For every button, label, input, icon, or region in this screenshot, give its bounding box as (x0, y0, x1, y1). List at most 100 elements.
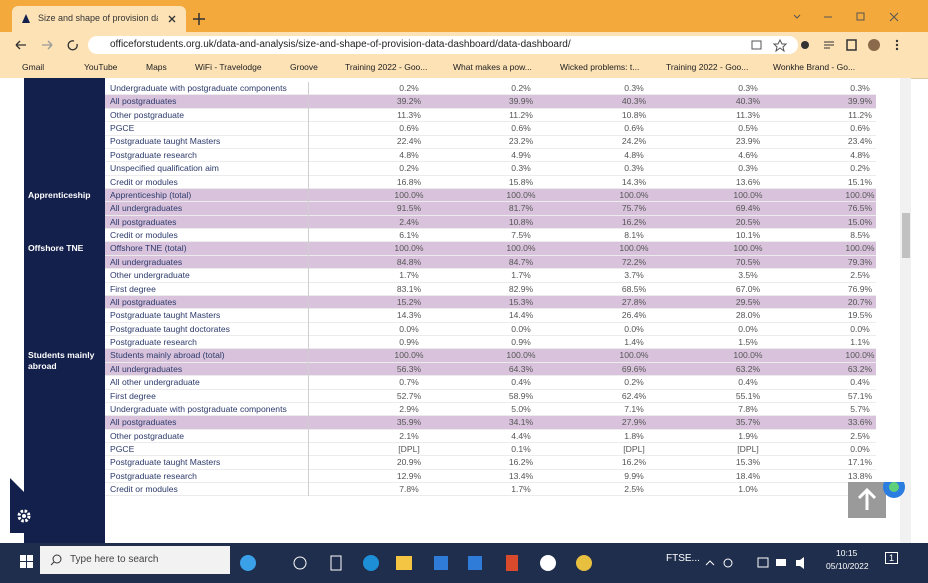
value-cell: 0.0% (738, 323, 758, 334)
bookmark[interactable]: Wonkhe Brand - Go... (773, 62, 856, 72)
value-cell: 63.2% (735, 363, 761, 374)
settings-corner[interactable] (0, 473, 70, 543)
column-divider (308, 295, 309, 310)
value-cell: [DPL] (623, 443, 645, 454)
row-label: All undergraduates (110, 363, 183, 374)
table-row: PGCE [DPL] 0.1% [DPL] [DPL] 0.0% (105, 442, 876, 457)
bookmark[interactable]: Gmail (22, 62, 45, 72)
value-cell: 17.1% (847, 457, 873, 468)
bookmark[interactable]: Groove (290, 62, 318, 72)
value-cell: 2.5% (850, 430, 870, 441)
value-cell: 35.9% (396, 417, 422, 428)
value-cell: 3.5% (738, 270, 758, 281)
value-cell: 100.0% (394, 350, 424, 361)
taskbar-search[interactable]: Type here to search (40, 546, 230, 574)
value-cell: 20.9% (396, 457, 422, 468)
value-cell: 91.5% (396, 203, 422, 214)
start-button[interactable] (20, 555, 34, 569)
value-cell: 4.8% (399, 149, 419, 160)
bookmark[interactable]: WiFi - Travelodge (195, 62, 262, 72)
table-row: Other postgraduate 2.1% 4.4% 1.8% 1.9% 2.5% (105, 429, 876, 443)
value-cell: 0.4% (738, 377, 758, 388)
value-cell: 0.0% (850, 443, 870, 454)
value-cell: 23.2% (508, 136, 534, 147)
table-row: Postgraduate taught Masters 22.4% 23.2% 24.… (105, 135, 876, 149)
bookmark[interactable]: Maps (146, 62, 167, 72)
value-cell: 0.4% (850, 377, 870, 388)
column-divider (308, 242, 309, 256)
value-cell: 0.9% (399, 337, 419, 348)
value-cell: 70.5% (735, 256, 761, 267)
table-row: Postgraduate taught Masters 14.3% 14.4% 26.… (105, 309, 876, 323)
value-cell: 0.3% (624, 83, 644, 93)
column-divider (308, 416, 309, 430)
table-row: Apprenticeship (total) 100.0% 100.0% 100.0%… (105, 188, 876, 203)
value-cell: 15.0% (847, 216, 873, 227)
value-cell: 0.9% (511, 337, 531, 348)
bookmark[interactable]: Wicked problems: t... (560, 62, 640, 72)
group-label: Offshore TNE (28, 243, 84, 254)
column-divider (308, 162, 309, 176)
value-cell: 27.9% (621, 417, 647, 428)
column-divider (308, 175, 309, 189)
value-cell: 7.8% (738, 403, 758, 414)
value-cell: 4.6% (738, 149, 758, 160)
table-row: Postgraduate taught doctorates 0.0% 0.0% 0.… (105, 322, 876, 337)
overlay-buttons[interactable] (848, 482, 908, 520)
value-cell: 1.7% (511, 270, 531, 281)
bookmark[interactable]: What makes a pow... (453, 62, 532, 72)
table-row: Unspecified qualification aim 0.2% 0.3% 0.3… (105, 162, 876, 176)
value-cell: 1.1% (850, 337, 870, 348)
value-cell: 0.6% (399, 123, 419, 134)
value-cell: 100.0% (506, 350, 536, 361)
value-cell: 10.8% (621, 109, 647, 120)
value-cell: 20.5% (735, 216, 761, 227)
row-label: Undergraduate with postgraduate componen… (110, 403, 287, 414)
value-cell: 0.6% (511, 123, 531, 134)
value-cell: 1.4% (624, 337, 644, 348)
column-divider (308, 429, 309, 443)
value-cell: 0.3% (738, 83, 758, 93)
url-field[interactable]: officeforstudents.org.uk/data-and-analys… (88, 36, 798, 54)
nav-buttons[interactable] (14, 38, 84, 52)
tab-close[interactable] (167, 14, 177, 24)
value-cell: 0.0% (511, 323, 531, 334)
row-label: PGCE (110, 123, 135, 134)
value-cell: 100.0% (733, 243, 763, 254)
bookmark[interactable]: Training 2022 - Goo... (345, 62, 428, 72)
taskbar-apps[interactable] (236, 551, 596, 575)
value-cell: 6.1% (399, 230, 419, 241)
row-label: PGCE (110, 443, 135, 454)
bookmark[interactable]: YouTube (84, 62, 118, 72)
search-placeholder: Type here to search (70, 554, 159, 565)
column-divider (308, 95, 309, 109)
column-divider (308, 188, 309, 203)
nav-column (24, 78, 105, 543)
bookmark[interactable]: Training 2022 - Goo... (666, 62, 749, 72)
value-cell: 0.0% (399, 323, 419, 334)
value-cell: 15.3% (508, 296, 534, 307)
value-cell: 84.8% (396, 256, 422, 267)
value-cell: 82.9% (508, 283, 534, 294)
row-label: First degree (110, 283, 156, 294)
value-cell: 2.1% (399, 430, 419, 441)
tab[interactable]: Size and shape of provision data (12, 6, 186, 32)
column-divider (308, 269, 309, 283)
value-cell: 0.3% (624, 163, 644, 174)
ticker[interactable]: FTSE... (666, 553, 700, 564)
scroll-thumb[interactable] (902, 213, 910, 258)
value-cell: 100.0% (845, 189, 875, 200)
value-cell: 0.6% (624, 123, 644, 134)
value-cell: 4.9% (511, 149, 531, 160)
notifications[interactable]: 1 (885, 552, 899, 564)
bookmarks-bar: Gmail YouTube Maps WiFi - Travelodge Groove T… (0, 57, 928, 79)
value-cell: 52.7% (396, 390, 422, 401)
scrollbar[interactable] (900, 78, 911, 543)
new-tab[interactable] (192, 12, 206, 26)
value-cell: 16.2% (621, 457, 647, 468)
value-cell: 0.0% (850, 323, 870, 334)
value-cell: 2.9% (399, 403, 419, 414)
value-cell: 7.8% (399, 484, 419, 495)
value-cell: 20.7% (847, 296, 873, 307)
column-divider (308, 389, 309, 403)
